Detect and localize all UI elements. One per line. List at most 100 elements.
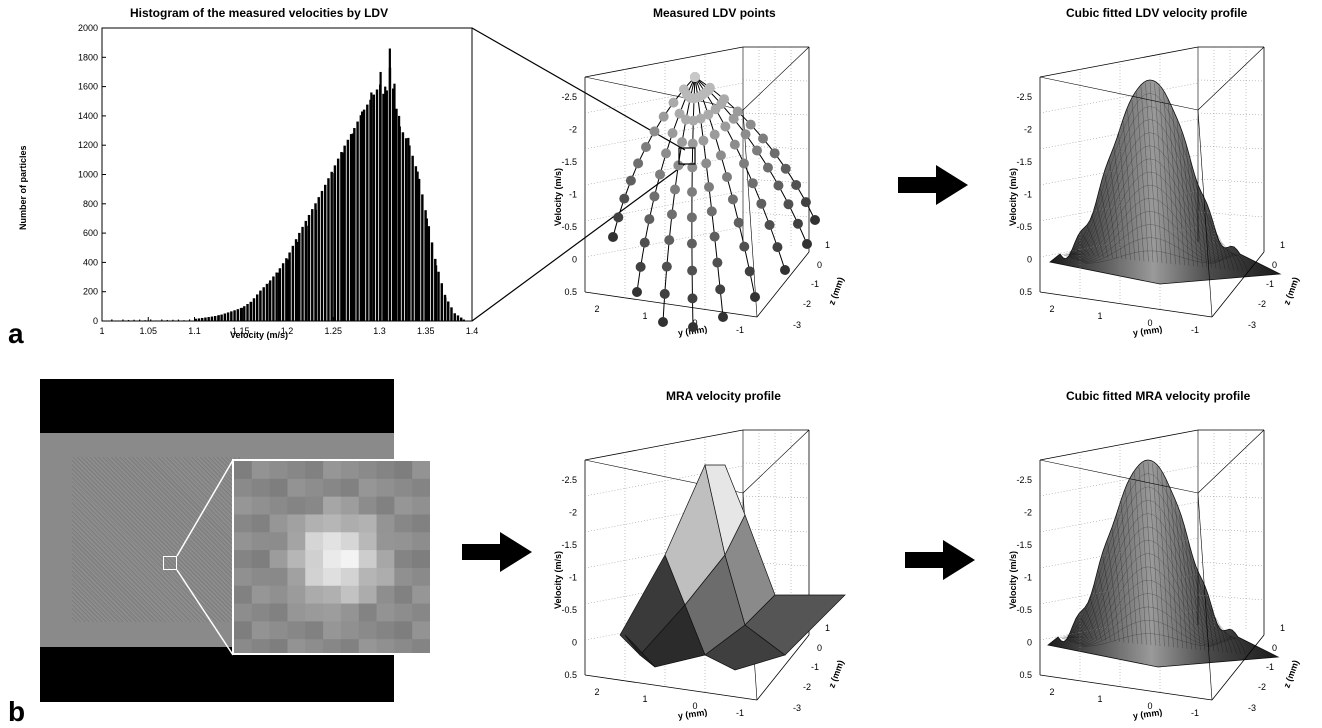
zoom-pixel [394, 461, 413, 480]
histogram-ytick-label: 400 [83, 257, 98, 267]
ldv-points-ytick-label: -1 [811, 279, 819, 289]
histogram-bar [453, 313, 456, 321]
histogram-bar [401, 132, 405, 321]
ldv-measured-point [764, 220, 775, 230]
ldv-measured-point [733, 217, 744, 228]
ldv-fit-ztick-label: -2.5 [1016, 92, 1032, 102]
zoom-pixel [376, 567, 395, 587]
histogram-bar [301, 226, 304, 321]
mra-fit-ztick-label: -2 [1024, 508, 1032, 518]
mra-fit-xlabel: y (mm) [1132, 707, 1163, 721]
ldv-measured-point [791, 180, 802, 190]
zoom-pixel [287, 514, 306, 533]
zoom-pixel [412, 514, 430, 533]
zoom-pixel-grid [234, 461, 430, 653]
histogram-bar [122, 319, 124, 321]
zoom-pixel [394, 514, 413, 533]
zoom-pixel [269, 639, 288, 653]
zoom-pixel [287, 621, 306, 640]
zoom-pixel [269, 603, 288, 622]
zoom-pixel [323, 496, 342, 515]
ldv-measured-point [686, 238, 697, 249]
histogram-bar [395, 108, 398, 321]
zoom-pixel [251, 478, 271, 498]
histogram-bar [362, 109, 366, 321]
ldv-measured-point [670, 184, 680, 195]
panel-letter-b: b [8, 696, 26, 727]
ldv-points-ytick-label: 1 [825, 240, 830, 250]
zoom-pixel [412, 639, 430, 653]
zoom-pixel [269, 496, 288, 515]
mra-fit-ylabel: z (mm) [1282, 659, 1301, 690]
histogram-bar [291, 245, 295, 321]
zoom-pixel [412, 603, 430, 622]
ldv-points-title: Measured LDV points [653, 6, 776, 20]
ldv-measured-point [688, 322, 698, 332]
histogram-bar [416, 171, 419, 321]
ldv-measured-point [750, 292, 760, 302]
ldv-fit-ytick-label: -1 [1266, 279, 1274, 289]
roi-zoom-connector [176, 459, 234, 656]
ldv-measured-point [659, 288, 670, 299]
histogram-xtick-label: 1.1 [188, 326, 201, 336]
zoom-pixel [394, 567, 413, 587]
ldv-measured-point [762, 162, 773, 173]
ldv-points-ztick-label: -1 [569, 190, 577, 200]
histogram-bar [404, 138, 408, 321]
ldv-measured-point [744, 266, 755, 277]
zoom-pixel [323, 639, 342, 653]
histogram-bar [233, 310, 236, 321]
ldv-measured-point [674, 108, 685, 119]
zoom-pixel [376, 621, 395, 640]
mra-zlabel: Velocity (m/s) [553, 551, 563, 609]
histogram-ytick-label: 0 [93, 316, 98, 326]
histogram-xtick-label: 1.05 [139, 326, 157, 336]
zoom-pixel [376, 514, 395, 533]
ldv-measured-point [704, 82, 715, 93]
histogram-bar [111, 319, 113, 321]
zoom-pixel [287, 496, 306, 515]
ldv-measured-point [756, 198, 767, 209]
zoom-pixel [251, 532, 271, 551]
ldv-measured-point [649, 191, 660, 202]
zoom-pixel [251, 567, 271, 587]
histogram-bar [384, 86, 387, 321]
histogram-bar [307, 214, 311, 321]
histogram-bar [226, 312, 230, 321]
zoom-pixel [305, 603, 324, 622]
ldv-measured-point [677, 137, 688, 148]
ldv-points-ztick-label: -1.5 [561, 157, 577, 167]
ldv-measured-point [658, 111, 669, 122]
histogram-bar [427, 226, 431, 321]
histogram-bar [324, 192, 327, 321]
ldv-measured-point [686, 212, 697, 223]
histogram-ytick-label: 2000 [78, 23, 98, 33]
histogram-bar [366, 104, 369, 321]
histogram-bar [210, 316, 214, 321]
histogram-bar [450, 307, 453, 321]
ldv-measured-point [703, 109, 714, 120]
mra-ztick-label: 0 [572, 638, 577, 648]
ldv-measured-point [690, 72, 700, 82]
zoom-pixel [323, 532, 342, 551]
ldv-fit-zlabel: Velocity (m/s) [1008, 168, 1018, 226]
ldv-points-ztick-label: -2.5 [561, 92, 577, 102]
histogram-bar [133, 319, 135, 321]
histogram-bar [330, 171, 333, 321]
zoom-pixel [234, 603, 253, 622]
histogram-bar [393, 83, 396, 321]
histogram-bar [127, 319, 130, 321]
histogram-xtick-label: 1.4 [466, 326, 479, 336]
mra-fit-ztick-label: 0 [1027, 638, 1032, 648]
zoom-pixel [358, 639, 378, 653]
histogram-bar [346, 139, 350, 321]
histogram-bar [417, 178, 421, 321]
histogram-bar [287, 259, 290, 321]
histogram-bar [349, 134, 353, 321]
histogram-bar [411, 155, 414, 321]
histogram-bar [204, 317, 207, 321]
ldv-measured-point [712, 257, 723, 268]
histogram-bar [314, 209, 317, 321]
ldv-fit-ztick-label: -2 [1024, 125, 1032, 135]
histogram-ytick-label: 1400 [78, 111, 98, 121]
